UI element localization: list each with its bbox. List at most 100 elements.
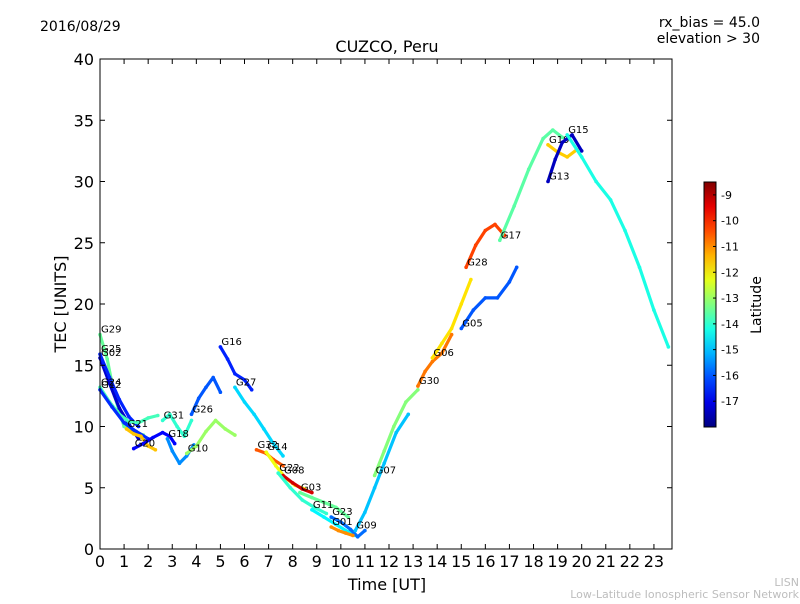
data-point [160, 430, 165, 435]
data-point [329, 515, 334, 519]
y-tick-label: 35 [74, 111, 94, 130]
series-label: G10 [188, 443, 208, 454]
data-point [464, 265, 468, 270]
x-tick-label: 8 [288, 552, 298, 571]
series-trace [233, 385, 285, 458]
data-point [351, 533, 355, 538]
data-point [579, 149, 584, 153]
series-label: G13 [549, 172, 569, 183]
data-point [122, 421, 126, 425]
data-point [382, 449, 387, 453]
data-point [406, 412, 411, 417]
data-point [560, 135, 565, 140]
data-point [594, 179, 598, 184]
x-tick-label: 18 [523, 552, 543, 571]
series-label: G12 [101, 380, 121, 391]
series-g22: G22 [276, 463, 329, 516]
params-line-2: elevation > 30 [657, 31, 760, 47]
x-tick-label: 1 [119, 552, 129, 571]
data-point [134, 429, 138, 434]
colorbar-label: Latitude [749, 276, 765, 334]
data-point [146, 416, 150, 420]
data-point [204, 429, 208, 434]
data-point [156, 413, 160, 418]
data-point [168, 434, 172, 439]
x-tick-label: 14 [427, 552, 447, 571]
series-label: G30 [419, 376, 439, 387]
data-point [348, 527, 353, 532]
x-tick-label: 0 [95, 552, 105, 571]
colorbar-tick-label: -11 [721, 240, 739, 253]
data-point [218, 345, 223, 349]
footer-line-1: LISN [774, 576, 799, 589]
series-label: G07 [376, 466, 396, 477]
data-point [233, 385, 237, 390]
x-tick-label: 21 [596, 552, 616, 571]
series-g23: G23 [329, 507, 367, 539]
data-point [483, 228, 488, 233]
data-point [264, 450, 269, 455]
series-trace [459, 265, 519, 331]
data-point [353, 528, 358, 533]
data-point [182, 434, 187, 439]
data-point [127, 419, 131, 424]
series-label: G08 [284, 466, 304, 477]
series-label: G18 [168, 429, 188, 440]
y-tick-label: 10 [74, 418, 94, 437]
data-point [141, 441, 146, 446]
date-label: 2016/08/29 [40, 19, 121, 35]
colorbar-tick-label: -16 [721, 369, 739, 382]
colorbar-tick-label: -15 [721, 344, 739, 357]
data-point [194, 444, 199, 448]
data-point [131, 432, 136, 436]
data-point [579, 155, 584, 159]
data-point [336, 528, 341, 533]
series-g05: G05 [459, 265, 519, 331]
data-point [343, 531, 348, 535]
series-label: G19 [549, 135, 569, 146]
series-g27: G27 [233, 377, 285, 458]
data-point [271, 441, 276, 446]
data-point [623, 228, 627, 233]
series-label: G02 [101, 348, 121, 359]
series-label: G03 [301, 483, 321, 494]
series-g15: G15 [565, 125, 671, 349]
series-g26: G26 [189, 375, 223, 417]
data-point [608, 198, 613, 202]
series-trace [281, 473, 314, 495]
data-point [136, 421, 141, 425]
data-point [553, 157, 557, 162]
series-label: G11 [313, 500, 333, 511]
data-point [565, 155, 569, 159]
x-ticks: 0 1 2 3 4 5 6 7 8 9 10 11 12 13 14 15 16 17 18 19 20 21 22 23 [95, 59, 664, 571]
data-point [110, 405, 114, 409]
series-g01: G01 [329, 517, 355, 538]
data-point [153, 448, 158, 452]
data-point [262, 427, 266, 431]
data-point [177, 461, 182, 466]
data-point [459, 302, 464, 306]
data-point [322, 515, 326, 519]
series-trace [353, 412, 410, 533]
data-point [170, 449, 175, 453]
series-label: G14 [267, 442, 287, 453]
x-tick-label: 16 [475, 552, 495, 571]
data-point [372, 486, 377, 490]
series-label: G32 [258, 440, 278, 451]
x-tick-label: 9 [312, 552, 322, 571]
data-point [570, 133, 574, 137]
data-point [372, 473, 377, 478]
x-tick-label: 12 [379, 552, 399, 571]
data-point [310, 508, 314, 512]
series-label: G28 [467, 257, 487, 268]
data-point [310, 490, 314, 495]
x-tick-label: 20 [572, 552, 592, 571]
series-trace [329, 525, 355, 538]
y-ticks: 0 5 10 15 20 25 30 35 40 [74, 50, 672, 559]
series-label: G20 [135, 439, 155, 450]
footer-line-2: Low-Latitude Ionospheric Sensor Network [570, 588, 799, 600]
y-tick-label: 25 [74, 234, 94, 253]
data-point [252, 412, 256, 417]
data-point [430, 359, 435, 364]
